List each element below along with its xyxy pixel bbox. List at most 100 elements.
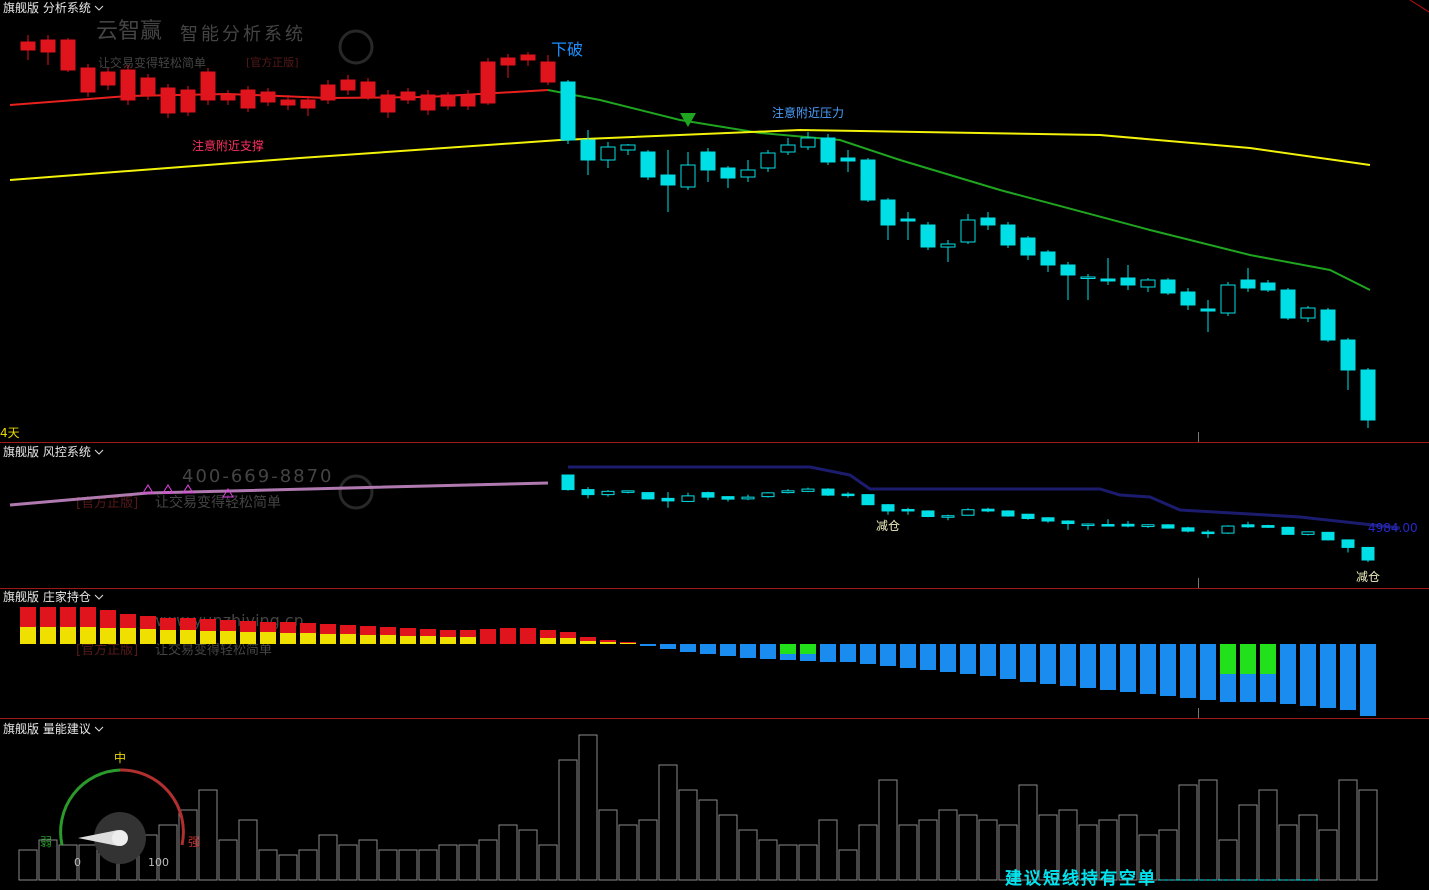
holding-bar (860, 644, 876, 664)
volume-bar (258, 849, 278, 881)
candle-body (980, 217, 996, 226)
candle-body (20, 41, 36, 51)
volume-bar (498, 824, 518, 881)
volume-bar (818, 819, 838, 881)
holding-bar (460, 637, 476, 644)
holding-bar (1180, 644, 1196, 698)
holding-bar (240, 632, 256, 644)
candle-body (540, 61, 556, 83)
dropdown-icon[interactable] (94, 449, 104, 455)
moving-average (547, 89, 1371, 291)
mini-candle-body (1181, 527, 1195, 532)
panel-title[interactable]: 旗舰版 风控系统 (3, 444, 91, 459)
volume-bar (1198, 779, 1218, 881)
phone: 400-669-8870 (182, 466, 334, 487)
brand: 云智赢 (96, 19, 162, 44)
volume-bar (578, 734, 598, 881)
holding-bar (1160, 644, 1176, 696)
holding-bar (80, 627, 96, 644)
dropdown-icon[interactable] (94, 726, 104, 732)
candle-body (1200, 308, 1216, 312)
candle-body (740, 169, 756, 178)
moving-average (9, 128, 1371, 181)
mini-candle-body (1001, 510, 1015, 517)
volume-bar (618, 824, 638, 881)
volume-bar (358, 839, 378, 881)
candle-body (1120, 277, 1136, 286)
mini-candle-body (1341, 539, 1355, 548)
holding-bar (320, 624, 336, 634)
volume-bar (638, 819, 658, 881)
candle-body (1320, 309, 1336, 341)
volume-bar (278, 854, 298, 881)
volume-bar (1038, 814, 1058, 881)
holding-bar (40, 607, 56, 627)
gauge-mid: 中 (114, 750, 126, 765)
volume-bar (1058, 809, 1078, 881)
holding-bar (820, 644, 836, 662)
holding-bar (60, 627, 76, 644)
volume-bar (338, 844, 358, 881)
mini-candle-body (601, 490, 615, 496)
mini-candle-body (941, 515, 955, 518)
panel-title[interactable]: 旗舰版 分析系统 (3, 0, 91, 15)
mini-candle-body (641, 492, 655, 500)
candle-body (420, 94, 436, 111)
candle-body (960, 219, 976, 243)
mini-candle-body (1361, 546, 1375, 561)
holding-bar (260, 632, 276, 644)
candle-body (460, 94, 476, 107)
reduce-label: 减仓 (876, 519, 900, 533)
volume-bar (838, 849, 858, 881)
holding-bar (300, 633, 316, 644)
candle-body (1160, 279, 1176, 294)
holding-bar (1080, 644, 1096, 688)
candle-body (340, 79, 356, 91)
candle-body (480, 61, 496, 104)
volume-bar (658, 764, 678, 881)
dropdown-icon[interactable] (94, 594, 104, 600)
candle-body (920, 224, 936, 248)
gauge-strong: 强 (188, 835, 200, 849)
holding-bar (700, 644, 716, 654)
holding-bar (1200, 644, 1216, 700)
holding-bar (800, 654, 816, 661)
volume-bar (298, 849, 318, 881)
holding-bar (540, 630, 556, 638)
holding-bar (560, 632, 576, 638)
volume-bar (1138, 834, 1158, 881)
mini-candle-body (1061, 520, 1075, 525)
volume-bar (998, 824, 1018, 881)
volume-bar (178, 809, 198, 881)
holding-bar (1240, 674, 1256, 702)
mini-candle-body (701, 492, 715, 498)
mini-candle-body (1021, 513, 1035, 520)
candle-body (80, 67, 96, 93)
panel-title[interactable]: 旗舰版 量能建议 (3, 721, 91, 736)
mini-candle-body (921, 510, 935, 517)
holding-bar (40, 627, 56, 644)
candle-body (380, 94, 396, 113)
mini-candle-body (1041, 517, 1055, 522)
volume-bar (958, 814, 978, 881)
dropdown-icon[interactable] (94, 5, 104, 11)
resistance-label: 注意附近压力 (772, 105, 844, 120)
candle-body (780, 144, 796, 153)
period-label: 4天 (0, 426, 20, 440)
holding-bar (620, 643, 636, 644)
candle-body (40, 39, 56, 53)
volume-bar (1178, 784, 1198, 881)
pink-markers (142, 484, 234, 498)
candle-body (220, 94, 236, 101)
mini-candle-body (821, 488, 835, 496)
marker (222, 488, 234, 498)
volume-bar (1298, 814, 1318, 881)
holding-bar (460, 630, 476, 637)
volume-bar (18, 849, 38, 881)
candle-body (1260, 282, 1276, 291)
mini-candle-body (761, 492, 775, 498)
panel-title[interactable]: 旗舰版 庄家持仓 (3, 589, 91, 604)
candle-body (1280, 289, 1296, 319)
holding-bar (640, 644, 656, 646)
gauge: 中 弱 强 0 100 (40, 750, 200, 869)
